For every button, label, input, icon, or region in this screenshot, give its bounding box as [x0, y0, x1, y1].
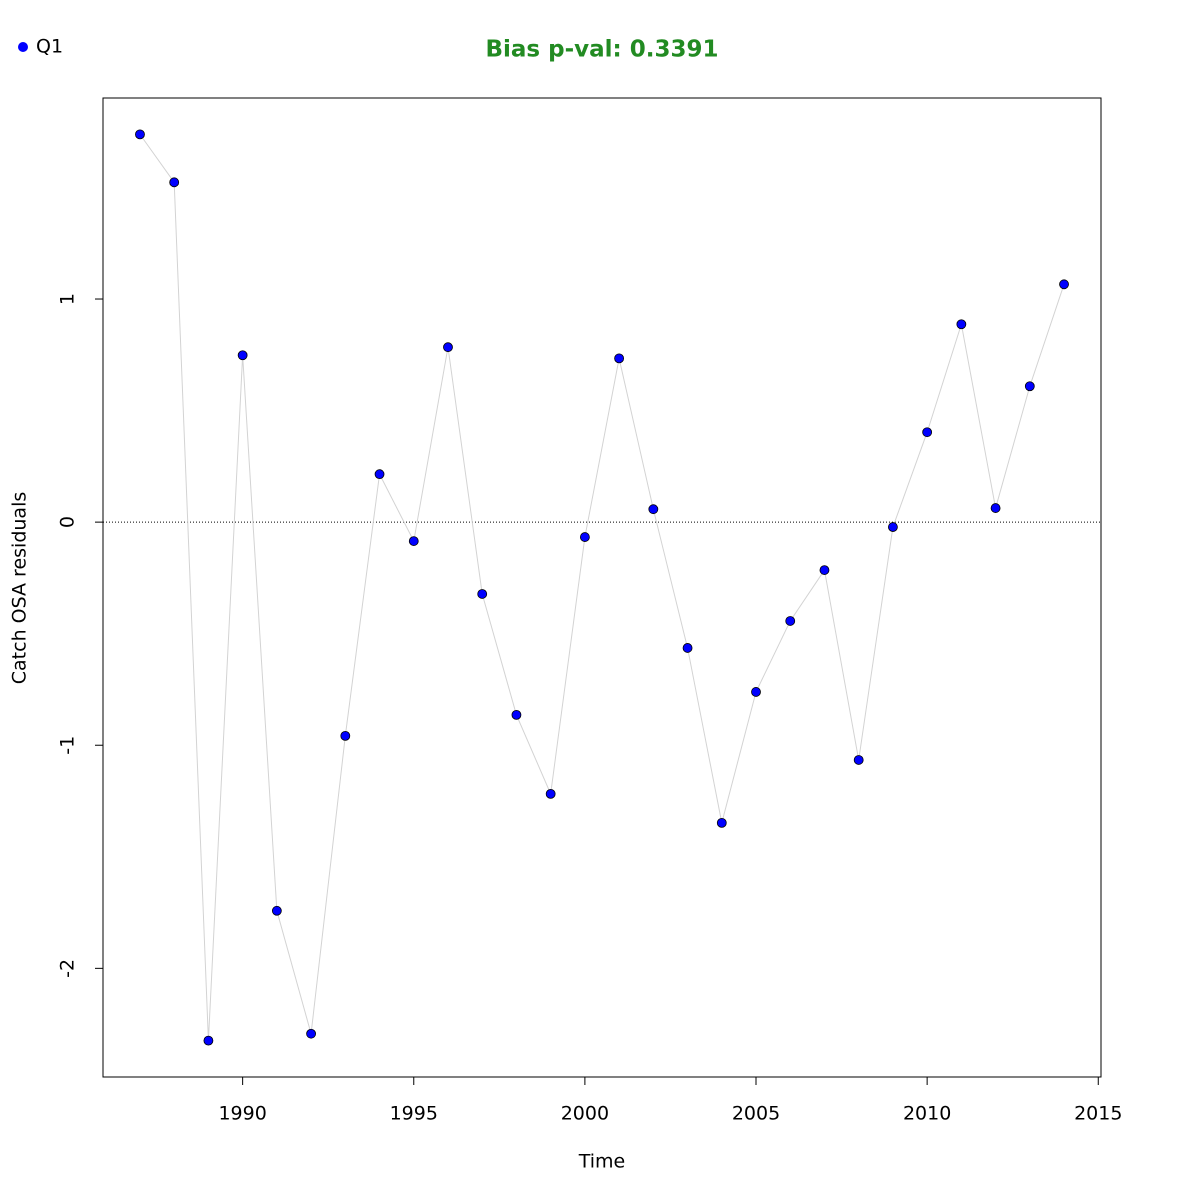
y-tick-label: 0 [57, 516, 79, 528]
y-tick-label: -2 [57, 959, 79, 978]
data-point [443, 342, 453, 353]
data-point [169, 177, 180, 188]
data-point [682, 643, 693, 653]
x-tick-label: 1995 [390, 1103, 438, 1125]
data-point [990, 503, 1001, 513]
x-tick-label: 2005 [732, 1103, 780, 1125]
y-tick-label: -1 [57, 736, 79, 755]
x-tick-label: 2000 [561, 1103, 609, 1125]
legend-label: Q1 [36, 36, 63, 58]
data-point [716, 817, 727, 828]
data-point [477, 589, 488, 599]
x-tick-label: 2015 [1074, 1103, 1122, 1125]
data-point [819, 565, 830, 575]
data-point [751, 687, 761, 697]
data-point [1024, 381, 1035, 392]
x-tick-label: 1990 [218, 1103, 266, 1125]
data-point [340, 730, 351, 741]
data-point [1059, 279, 1069, 290]
x-tick-label: 2010 [903, 1103, 951, 1125]
data-point [648, 504, 659, 515]
data-point [614, 353, 625, 364]
y-axis-label: Catch OSA residuals [9, 492, 31, 684]
data-point [785, 616, 796, 626]
data-point [271, 905, 282, 916]
data-point [956, 319, 967, 330]
series-line [139, 134, 1065, 1041]
y-tick-label: 1 [57, 293, 79, 305]
plot-frame [102, 97, 1102, 1078]
data-point [853, 755, 864, 765]
data-point [203, 1035, 214, 1046]
x-axis-label: Time [578, 1151, 626, 1173]
data-point [374, 469, 385, 480]
data-point [579, 532, 590, 542]
data-point [135, 129, 145, 140]
data-point [511, 709, 522, 720]
data-point [306, 1028, 316, 1039]
legend-marker [18, 42, 28, 52]
data-point [545, 788, 556, 799]
data-point [237, 350, 248, 361]
data-point [408, 536, 419, 546]
data-point [922, 427, 933, 438]
chart-title: Bias p-val: 0.3391 [486, 37, 719, 63]
data-point [888, 522, 898, 532]
